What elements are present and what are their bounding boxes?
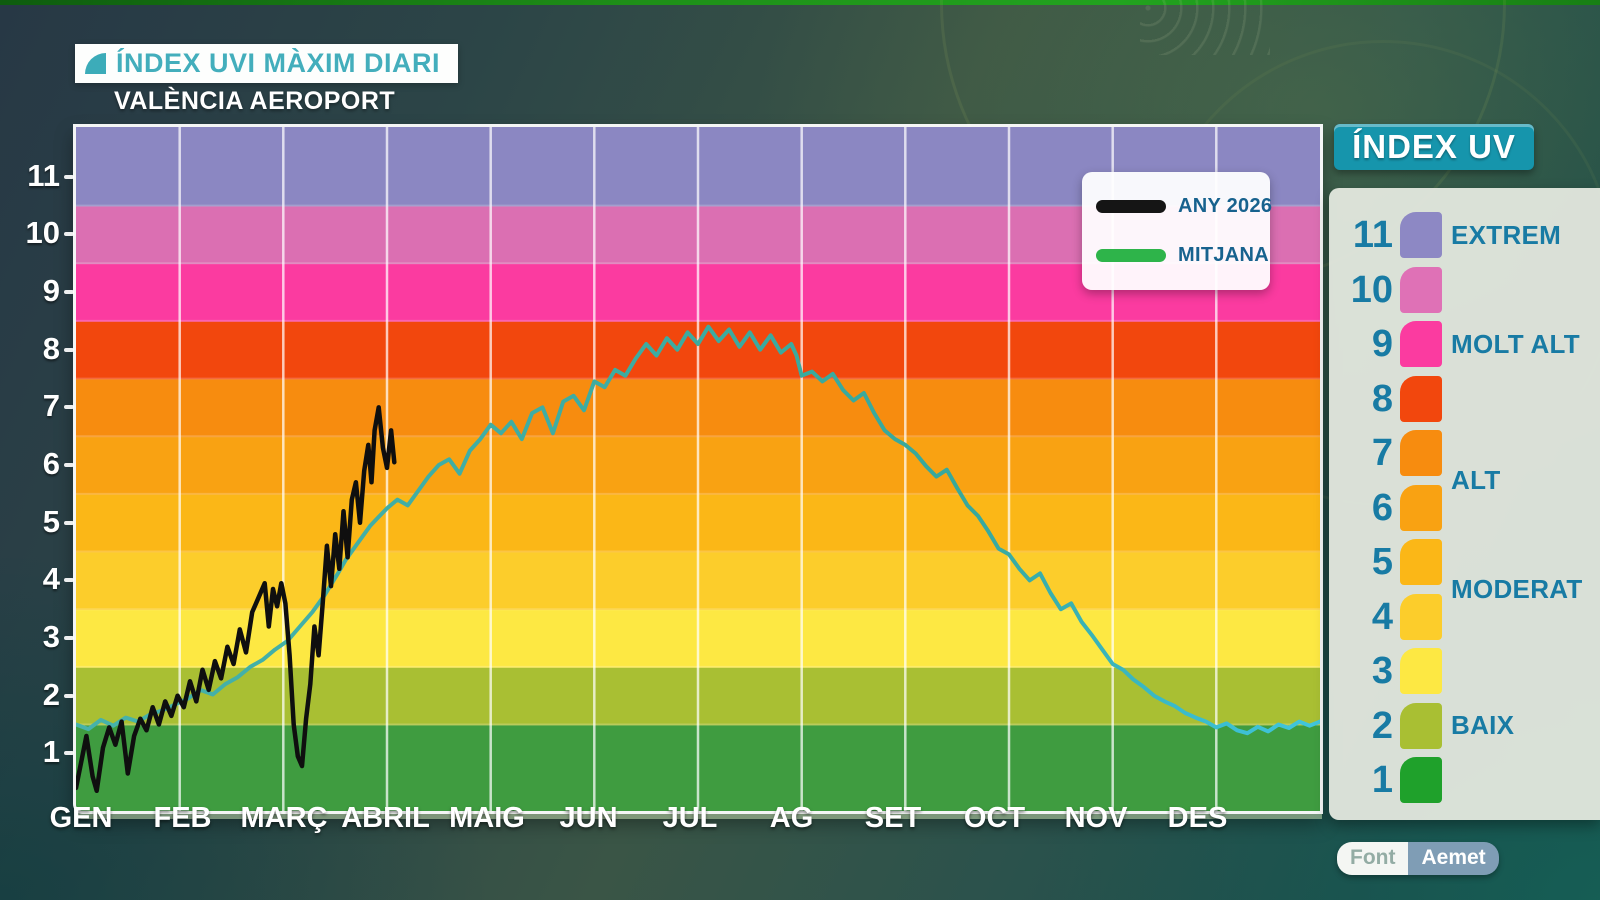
y-axis-tick-label: 6 bbox=[42, 446, 60, 482]
y-axis-tick-label: 10 bbox=[25, 215, 60, 251]
uv-level-number: 10 bbox=[1350, 268, 1393, 311]
y-axis-tick-mark bbox=[64, 578, 74, 583]
uv-scale-row-11: 11 EXTREM bbox=[1329, 208, 1600, 263]
series-legend: ANY 2026 MITJANA bbox=[1082, 172, 1272, 290]
uv-level-number: 2 bbox=[1371, 704, 1393, 747]
uv-level-number: 1 bbox=[1371, 759, 1393, 802]
uv-scale-title-box: ÍNDEX UV bbox=[1334, 124, 1534, 170]
y-axis-tick-mark bbox=[64, 174, 74, 179]
top-green-strip bbox=[0, 0, 1600, 5]
y-axis-tick-label: 4 bbox=[42, 561, 60, 597]
legend-line-swatch bbox=[1096, 200, 1166, 213]
uv-color-swatch bbox=[1400, 321, 1442, 368]
station-subtitle: VALÈNCIA AEROPORT bbox=[114, 87, 396, 115]
uv-scale-row-5: 5 MODERAT bbox=[1329, 535, 1600, 604]
y-axis-tick-label: 2 bbox=[42, 676, 60, 712]
uv-scale-row-2: 2 BAIX bbox=[1329, 699, 1600, 754]
uv-scale-panel: 11 EXTREM 10 9 MOLT ALT 8 7 ALT 6 5 MODERAT 4 3 2 BAIX… bbox=[1329, 188, 1600, 820]
y-axis-tick-mark bbox=[64, 751, 74, 756]
legend-row: ANY 2026 bbox=[1096, 195, 1272, 218]
y-axis-tick-mark bbox=[64, 636, 74, 641]
uv-scale-title: ÍNDEX UV bbox=[1352, 128, 1516, 165]
uv-index-chart bbox=[73, 124, 1323, 814]
uv-level-number: 4 bbox=[1371, 595, 1393, 638]
uv-color-swatch bbox=[1400, 702, 1442, 749]
uv-scale-row-9: 9 MOLT ALT bbox=[1329, 317, 1600, 372]
uv-color-swatch bbox=[1400, 375, 1442, 422]
legend-row: MITJANA bbox=[1096, 244, 1269, 267]
uv-color-swatch bbox=[1400, 484, 1442, 531]
uv-level-number: 8 bbox=[1371, 377, 1393, 420]
uv-level-number: 11 bbox=[1352, 214, 1393, 257]
y-axis-tick-mark bbox=[64, 232, 74, 237]
uv-scale-row-6: 6 bbox=[1329, 481, 1600, 536]
y-axis-tick-label: 3 bbox=[42, 619, 60, 655]
y-axis-tick-label: 1 bbox=[42, 734, 60, 770]
y-axis-tick-mark bbox=[64, 347, 74, 352]
uv-color-swatch bbox=[1400, 757, 1442, 804]
chart-title-box: ÍNDEX UVI MÀXIM DIARI bbox=[75, 44, 459, 83]
x-axis-month-label: MARÇ bbox=[240, 802, 328, 834]
source-badge: Font Aemet bbox=[1337, 842, 1499, 875]
uv-scale-row-8: 8 bbox=[1329, 372, 1600, 427]
y-axis-tick-label: 5 bbox=[42, 503, 60, 539]
background-dot-pattern bbox=[1140, 0, 1270, 55]
x-axis-month-label: AG bbox=[769, 802, 814, 834]
y-axis-tick-mark bbox=[64, 290, 74, 295]
uv-color-swatch bbox=[1400, 648, 1442, 695]
uv-scale-row-1: 1 bbox=[1329, 753, 1600, 808]
legend-label: MITJANA bbox=[1178, 244, 1269, 266]
x-axis-month-label: FEB bbox=[153, 802, 212, 834]
uv-scale-row-4: 4 bbox=[1329, 590, 1600, 645]
uv-scale-row-10: 10 bbox=[1329, 263, 1600, 318]
uv-level-number: 3 bbox=[1371, 650, 1393, 693]
legend-label: ANY 2026 bbox=[1178, 195, 1273, 217]
uv-scale-row-3: 3 bbox=[1329, 644, 1600, 699]
chart-plot-area bbox=[76, 127, 1320, 811]
y-axis-tick-mark bbox=[64, 405, 74, 410]
source-label: Font bbox=[1337, 842, 1409, 875]
y-axis-tick-label: 7 bbox=[42, 388, 60, 424]
uv-category-label: EXTREM bbox=[1451, 219, 1562, 250]
uv-category-label: ALT bbox=[1451, 464, 1501, 495]
uv-color-swatch bbox=[1400, 430, 1442, 477]
uv-level-number: 7 bbox=[1371, 432, 1393, 475]
legend-line-swatch bbox=[1096, 249, 1166, 262]
x-axis-month-label: NOV bbox=[1064, 802, 1128, 834]
x-axis-month-label: GEN bbox=[49, 802, 113, 834]
uv-level-number: 5 bbox=[1371, 541, 1393, 584]
uv-level-number: 9 bbox=[1371, 323, 1393, 366]
x-axis-month-label: JUN bbox=[559, 802, 618, 834]
uv-color-swatch bbox=[1400, 539, 1442, 586]
quarter-circle-icon bbox=[85, 53, 106, 74]
y-axis-tick-label: 8 bbox=[42, 330, 60, 366]
uv-color-swatch bbox=[1400, 593, 1442, 640]
y-axis-tick-label: 11 bbox=[27, 157, 60, 193]
uv-color-swatch bbox=[1400, 212, 1442, 259]
x-axis-month-label: DES bbox=[1167, 802, 1228, 834]
uv-category-label: BAIX bbox=[1451, 710, 1515, 741]
x-axis-month-label: JUL bbox=[662, 802, 718, 834]
source-value: Aemet bbox=[1408, 842, 1499, 875]
y-axis-tick-mark bbox=[64, 693, 74, 698]
x-axis: GEN FEB MARÇ ABRIL MAIG JUN JUL AG SET OCT NOV DES bbox=[50, 802, 1323, 844]
uv-color-swatch bbox=[1400, 266, 1442, 313]
uv-scale-row-7: 7 ALT bbox=[1329, 426, 1600, 495]
x-axis-month-label: OCT bbox=[963, 802, 1026, 834]
y-axis-tick-mark bbox=[64, 520, 74, 525]
x-axis-month-label: ABRIL bbox=[341, 802, 430, 834]
x-axis-month-label: MAIG bbox=[449, 802, 525, 834]
uv-category-label: MOLT ALT bbox=[1451, 328, 1580, 359]
uv-category-label: MODERAT bbox=[1451, 573, 1583, 604]
y-axis-tick-mark bbox=[64, 463, 74, 468]
uv-level-number: 6 bbox=[1371, 486, 1393, 529]
page-title: ÍNDEX UVI MÀXIM DIARI bbox=[116, 48, 441, 78]
x-axis-month-label: SET bbox=[864, 802, 922, 834]
y-axis-tick-label: 9 bbox=[42, 273, 60, 309]
